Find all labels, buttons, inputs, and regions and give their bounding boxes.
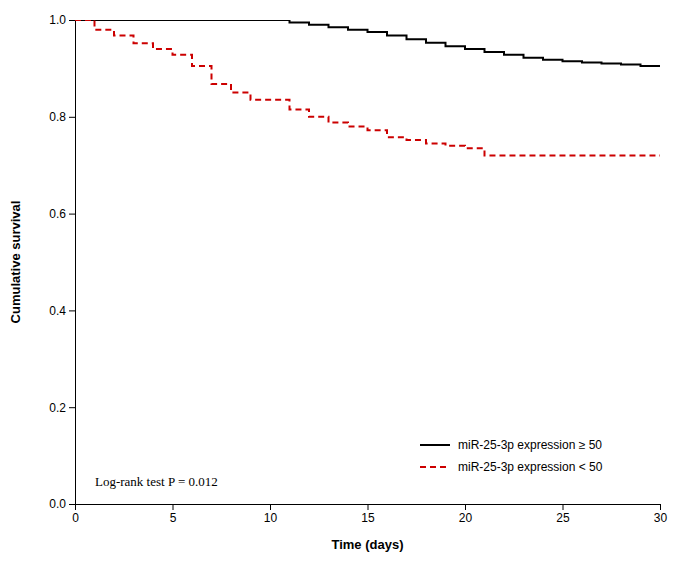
tick-mark — [69, 504, 75, 505]
tick-label: 0 — [72, 511, 79, 525]
legend-swatch — [420, 466, 450, 468]
tick-mark — [465, 504, 466, 510]
tick-label: 0.6 — [49, 207, 66, 221]
plot: 0 5 10 15 20 25 30 0.0 0.2 0.4 0.6 0.8 1.0 Log-rank t… — [49, 13, 667, 524]
tick-mark — [69, 214, 75, 215]
tick: 0.8 — [49, 110, 75, 124]
legend-label: miR-25-3p expression ≥ 50 — [458, 438, 602, 452]
x-axis-title: Time (days) — [331, 537, 403, 552]
tick: 0.0 — [49, 497, 75, 511]
axis-line — [76, 505, 661, 511]
axis-line — [69, 21, 76, 505]
tick: 1.0 — [49, 13, 75, 27]
tick: 15 — [361, 504, 375, 525]
tick-label: 0.2 — [49, 401, 66, 415]
y-axis-title: Cumulative survival — [8, 201, 23, 324]
tick-label: 10 — [264, 511, 278, 525]
tick-label: 1.0 — [49, 13, 66, 27]
legend-label: miR-25-3p expression < 50 — [458, 460, 603, 474]
marks — [75, 20, 660, 156]
tick-label: 25 — [556, 511, 570, 525]
tick: 10 — [264, 504, 278, 525]
series-line — [75, 20, 660, 66]
tick-mark — [563, 504, 564, 510]
tick: 20 — [459, 504, 473, 525]
legend: miR-25-3p expression ≥ 50 miR-25-3p expre… — [420, 438, 603, 474]
tick-mark — [69, 310, 75, 311]
x-axis: 0 5 10 15 20 25 30 — [72, 504, 667, 525]
annotation: Log-rank test P = 0.012 — [95, 474, 218, 489]
legend-swatch — [420, 444, 450, 446]
tick-mark — [69, 20, 75, 21]
chart: 0 5 10 15 20 25 30 0.0 0.2 0.4 0.6 0.8 1.0 Log-rank t… — [0, 0, 685, 564]
y-axis: 0.0 0.2 0.4 0.6 0.8 1.0 — [49, 13, 75, 511]
tick-label: 0.0 — [49, 497, 66, 511]
tick: 30 — [654, 504, 668, 525]
tick-label: 15 — [361, 511, 375, 525]
tick: 0 — [72, 504, 79, 525]
tick-mark — [270, 504, 271, 510]
tick-mark — [173, 504, 174, 510]
tick-mark — [660, 504, 661, 510]
tick: 0.6 — [49, 207, 75, 221]
tick-mark — [368, 504, 369, 510]
tick-mark — [69, 407, 75, 408]
tick: 0.4 — [49, 304, 75, 318]
tick: 0.2 — [49, 401, 75, 415]
tick-label: 20 — [459, 511, 473, 525]
legend-entry: miR-25-3p expression ≥ 50 — [420, 438, 602, 452]
series-line — [75, 20, 660, 156]
legend-entry: miR-25-3p expression < 50 — [420, 460, 603, 474]
tick-label: 30 — [654, 511, 668, 525]
tick-label: 0.8 — [49, 110, 66, 124]
tick-label: 5 — [170, 511, 177, 525]
tick-mark — [69, 117, 75, 118]
tick: 5 — [170, 504, 177, 525]
tick: 25 — [556, 504, 570, 525]
tick-label: 0.4 — [49, 304, 66, 318]
